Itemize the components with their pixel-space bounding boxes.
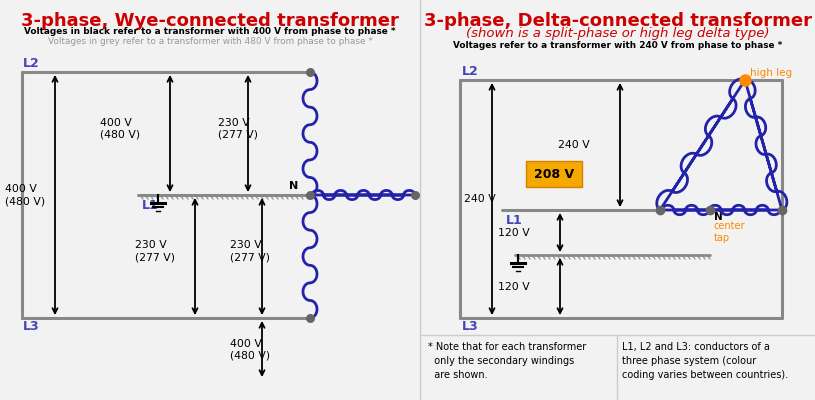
Text: 400 V
(480 V): 400 V (480 V) <box>5 184 45 206</box>
Text: 400 V
(480 V): 400 V (480 V) <box>230 339 270 361</box>
Text: 3-phase, Delta-connected transformer: 3-phase, Delta-connected transformer <box>424 12 812 30</box>
Text: Voltages in black refer to a transformer with 400 V from phase to phase *: Voltages in black refer to a transformer… <box>24 27 396 36</box>
Text: high leg: high leg <box>750 68 792 78</box>
Text: 240 V: 240 V <box>464 194 496 204</box>
Text: 230 V
(277 V): 230 V (277 V) <box>218 118 258 140</box>
Text: 240 V: 240 V <box>558 140 590 150</box>
Text: L3: L3 <box>23 320 40 333</box>
Text: 3-phase, Wye-connected transformer: 3-phase, Wye-connected transformer <box>21 12 399 30</box>
Text: L1, L2 and L3: conductors of a
three phase system (colour
coding varies between : L1, L2 and L3: conductors of a three pha… <box>622 342 788 380</box>
Text: 400 V
(480 V): 400 V (480 V) <box>100 118 140 140</box>
Text: L1: L1 <box>506 214 522 227</box>
Text: L2: L2 <box>462 65 478 78</box>
Text: L3: L3 <box>462 320 478 333</box>
Text: 120 V: 120 V <box>498 282 530 292</box>
FancyBboxPatch shape <box>526 161 582 187</box>
Text: L1: L1 <box>142 199 159 212</box>
Text: N: N <box>714 212 723 222</box>
Text: Voltages refer to a transformer with 240 V from phase to phase *: Voltages refer to a transformer with 240… <box>453 41 782 50</box>
Text: 230 V
(277 V): 230 V (277 V) <box>230 240 270 262</box>
Text: * Note that for each transformer
  only the secondary windings
  are shown.: * Note that for each transformer only th… <box>428 342 586 380</box>
Text: 208 V: 208 V <box>534 168 574 180</box>
Text: L2: L2 <box>23 57 40 70</box>
Text: Voltages in grey refer to a transformer with 480 V from phase to phase *: Voltages in grey refer to a transformer … <box>47 37 372 46</box>
Text: N: N <box>289 181 298 191</box>
Text: 230 V
(277 V): 230 V (277 V) <box>135 240 175 262</box>
Text: 120 V: 120 V <box>498 228 530 238</box>
Text: (shown is a split-phase or high leg delta type): (shown is a split-phase or high leg delt… <box>466 27 769 40</box>
Text: center
tap: center tap <box>714 221 746 242</box>
